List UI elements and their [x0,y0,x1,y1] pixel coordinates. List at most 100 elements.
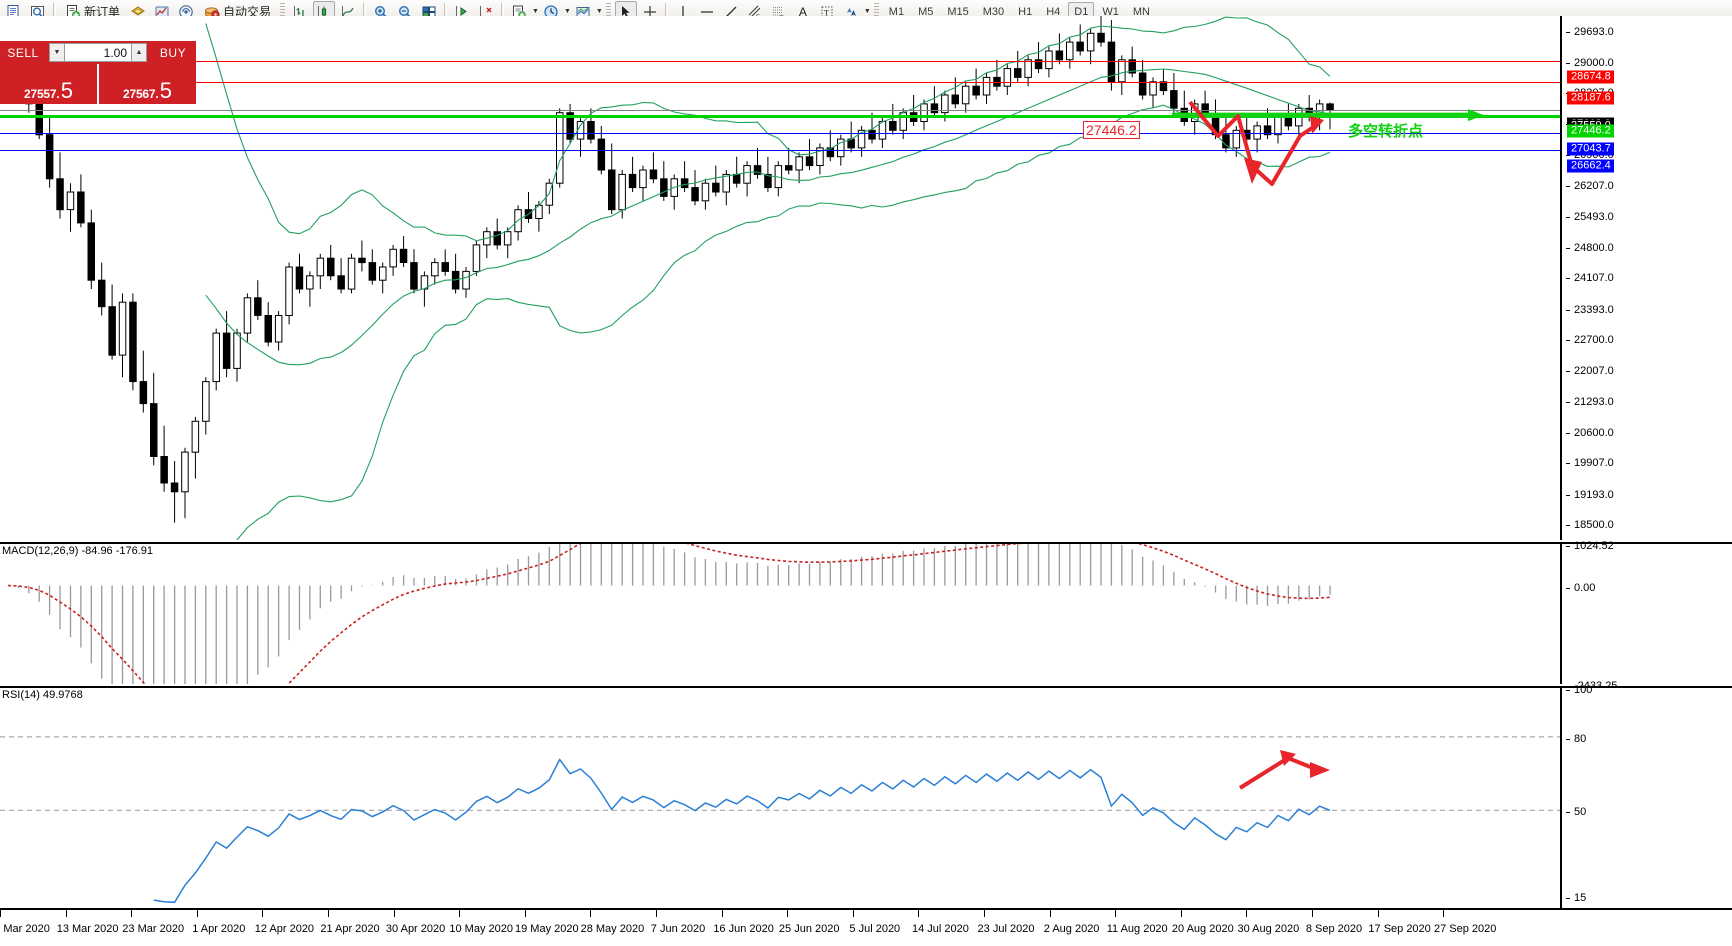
buy-price[interactable]: 27567. 5 [99,64,196,104]
time-axis-label: 23 Jul 2020 [977,923,1035,935]
price-level-tag[interactable]: 28674.8 [1567,70,1614,84]
time-axis-tick [1115,910,1117,917]
price-level-tag[interactable]: 27446.2 [1567,124,1614,138]
new-order-label: 新订单 [84,5,121,19]
axis-tick [1566,217,1570,219]
price-candles [4,16,1334,540]
timeframe-w1[interactable]: W1 [1102,5,1119,18]
vertical-line-icon[interactable] [672,1,694,23]
price-axis-tick-label: 24800.0 [1574,241,1614,254]
price-level-line[interactable] [0,60,1560,62]
toolbar-grip-2 [605,2,611,21]
expert-advisor-icon[interactable] [127,1,149,23]
axis-tick [1566,738,1570,740]
axis-tick [1566,32,1570,33]
price-level-line[interactable] [0,132,1560,134]
macd-axis-tick-label: 1024.52 [1574,540,1614,552]
macd-axis-labels[interactable]: 1024.520.00-2433.25 [1566,540,1732,692]
auto-trading-button[interactable]: 自动交易 [199,1,276,23]
signal-icon[interactable] [175,1,197,23]
toolbar-separator-5 [664,2,668,21]
volume-decrement-icon[interactable]: ▼ [49,43,65,62]
time-axis-label: 12 Apr 2020 [254,923,315,935]
text-icon[interactable]: A [798,4,807,19]
time-axis-tick [787,910,789,917]
volume-stepper[interactable]: ▼ 1.00 ▲ [46,41,150,64]
time-axis-tick [984,910,985,917]
timeframe-m15[interactable]: M15 [947,5,969,18]
time-axis-tick [918,910,920,917]
new-order-button[interactable]: 新订单 [60,1,125,23]
price-level-line[interactable] [0,149,1560,151]
horizontal-line-icon[interactable] [696,1,718,23]
macd-axis-tick-label: 0.00 [1574,581,1596,594]
price-axis-labels[interactable]: 29693.029000.028307.027613.026900.026207… [1566,16,1732,540]
time-axis-label: 5 Jul 2020 [849,923,901,935]
timeframe-h1[interactable]: H1 [1018,5,1033,18]
volume-increment-icon[interactable]: ▲ [131,43,147,62]
chevron-down-icon[interactable]: ▼ [532,8,539,15]
macd-panel[interactable]: MACD(12,26,9) -84.96 -176.91 1024.52 0.00… [0,540,1732,692]
svg-text:T: T [824,8,829,17]
crosshair-icon[interactable] [639,1,661,23]
chevron-down-icon-2[interactable]: ▼ [563,8,571,15]
timeframe-mn[interactable]: MN [1132,5,1150,18]
timeframe-m1[interactable]: M1 [888,5,905,18]
rsi-axis-tick-label: 80 [1574,732,1587,745]
trendline-icon[interactable] [720,1,742,23]
price-level-line[interactable] [0,110,1560,112]
price-level-line[interactable] [0,115,1560,119]
rsi-axis-labels[interactable]: 100 80 50 15 [1566,684,1732,908]
time-axis-tick [262,910,264,917]
rsi-value: 49.9768 [42,689,83,701]
rsi-axis-line [1560,688,1562,908]
sell-price[interactable]: 27557. 5 [0,64,99,104]
time-axis-tick [852,910,854,917]
time-axis-tick [0,910,1,917]
time-axis-label: 21 Apr 2020 [320,923,380,935]
timeframe-m30[interactable]: M30 [982,5,1005,18]
time-axis-label: 13 Mar 2020 [56,923,119,935]
time-axis-tick [65,910,67,917]
sell-button[interactable]: SELL [0,41,46,64]
price-level-line[interactable] [0,82,1560,84]
buy-button[interactable]: BUY [150,41,196,64]
zoom-out-icon[interactable] [394,1,416,23]
axis-tick [1566,897,1570,899]
price-level-tag[interactable]: 26662.4 [1567,159,1614,173]
price-plot-area[interactable]: 多空转折点 27446.2 [0,16,1560,540]
price-axis-tick-label: 22007.0 [1574,364,1614,377]
axis-tick [1566,690,1570,691]
macd-plot-area[interactable]: MACD(12,26,9) -84.96 -176.91 [0,544,1560,684]
time-axis-label: 7 Jun 2020 [650,923,706,935]
timeframe-m5[interactable]: M5 [918,5,934,18]
time-axis-label: 30 Apr 2020 [385,923,446,935]
price-axis-tick-label: 29693.0 [1574,26,1614,38]
price-chart-panel[interactable]: 多空转折点 27446.2 29693.029000.028307.027613… [0,16,1732,540]
rsi-plot-area[interactable]: RSI(14) 49.9768 [0,688,1560,908]
price-callout-label: 27446.2 [1083,121,1140,139]
one-click-trading-panel[interactable]: SELL ▼ 1.00 ▲ BUY 27557. 5 27567. 5 [0,41,196,104]
zoom-in-icon[interactable] [370,1,392,23]
rsi-panel[interactable]: RSI(14) 49.9768 100 80 50 15 [0,684,1732,908]
time-axis-label: 28 May 2020 [580,923,645,935]
toolbar-separator-2 [363,2,367,21]
time-axis-label: 10 May 2020 [449,923,513,935]
price-level-tag[interactable]: 28187.6 [1567,91,1614,105]
chevron-down-icon-3[interactable]: ▼ [595,8,603,15]
volume-input[interactable]: 1.00 [65,43,131,62]
timeframe-h4[interactable]: H4 [1046,5,1061,18]
macd-series [7,544,1331,684]
price-level-tag[interactable]: 27043.7 [1567,142,1614,156]
timeframe-bar[interactable]: M1 M5 M15 M30 H1 H4 D1 W1 MN [882,1,1157,22]
arrows-icon[interactable] [840,1,862,23]
time-axis-tick [459,910,461,917]
price-axis-tick-label: 18500.0 [1574,519,1614,532]
toolbar-separator-4 [501,2,505,21]
chevron-down-icon-4[interactable]: ▼ [863,8,871,15]
time-axis-tick [131,910,133,917]
toolbar-separator [53,2,56,21]
rsi-series [0,736,1560,904]
axis-tick [1566,525,1570,527]
